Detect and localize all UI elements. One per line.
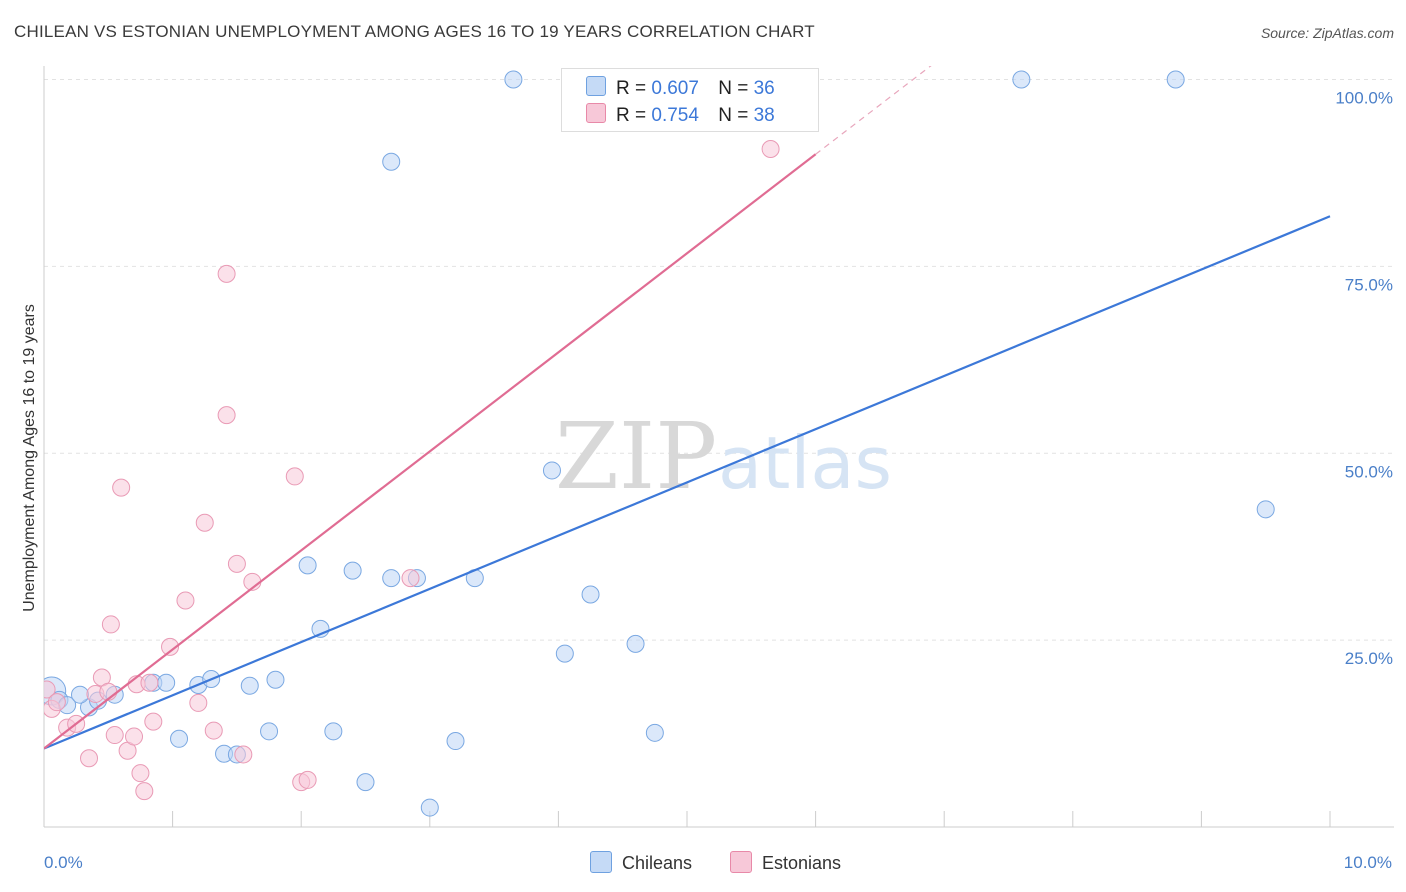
estonians-point-9 [101, 615, 120, 634]
chileans-point-25 [446, 732, 465, 751]
chileans-point-31 [581, 585, 600, 604]
chileans-point-28 [504, 70, 523, 89]
chileans-point-30 [555, 644, 574, 663]
chileans-point-16 [260, 722, 279, 741]
trend-lines [44, 66, 1331, 750]
chart-title: CHILEAN VS ESTONIAN UNEMPLOYMENT AMONG A… [14, 22, 815, 41]
estonians-point-0 [44, 680, 56, 699]
legend-n-value-estonians: 38 [753, 105, 775, 126]
chileans-point-14 [240, 676, 259, 695]
estonians-point-2 [47, 693, 66, 712]
estonians-point-10 [105, 726, 124, 745]
bottom-legend-swatch-chileans [590, 851, 612, 873]
estonians-point-11 [112, 478, 131, 497]
watermark-zip: ZIP [555, 403, 717, 510]
x-tick-label-min: 0.0% [44, 853, 83, 872]
y-axis-label: Unemployment Among Ages 16 to 19 years [21, 304, 38, 612]
estonians-point-16 [135, 782, 154, 801]
bottom-legend-swatch-estonians [730, 851, 752, 873]
estonians-trend-line [44, 153, 817, 750]
estonians-point-13 [125, 727, 144, 746]
estonians-point-18 [144, 712, 163, 731]
chileans-point-11 [170, 729, 189, 748]
legend-row-estonians: R = 0.754 N = 38 [586, 103, 775, 127]
chileans-point-22 [382, 569, 401, 588]
source-credit: Source: ZipAtlas.com [1260, 25, 1394, 41]
bottom-legend-label-estonians: Estonians [762, 853, 842, 873]
legend-swatch-chileans [586, 76, 606, 96]
estonians-point-15 [131, 764, 150, 783]
estonians-point-33 [761, 140, 780, 159]
y-tick-label-3: 100.0% [1335, 89, 1393, 108]
chileans-point-20 [343, 561, 362, 580]
y-tick-label-2: 75.0% [1345, 275, 1393, 294]
chileans-point-32 [626, 634, 645, 653]
chileans-point-4 [71, 685, 90, 704]
chileans-point-33 [645, 723, 664, 742]
chileans-point-27 [382, 152, 401, 171]
estonians-point-25 [217, 264, 236, 283]
grid-lines [44, 79, 1394, 641]
legend-swatch-estonians [586, 103, 606, 123]
y-tick-labels: 25.0% 50.0% 75.0% 100.0% [1335, 89, 1393, 669]
legend-n-label-chileans: N = [718, 78, 749, 99]
bottom-legend-estonians[interactable]: Estonians [730, 851, 841, 874]
bottom-legend-chileans[interactable]: Chileans [590, 851, 692, 874]
chileans-point-29 [542, 461, 561, 480]
legend-r-label-chileans: R = [616, 78, 647, 99]
y-tick-label-1: 50.0% [1345, 462, 1393, 481]
legend-n-value-chileans: 36 [753, 78, 775, 99]
chileans-point-19 [324, 722, 343, 741]
data-points [44, 70, 1275, 817]
estonians-trend-extension [815, 66, 932, 155]
chileans-point-24 [420, 798, 439, 817]
estonians-point-5 [80, 749, 99, 768]
estonians-point-31 [298, 770, 317, 789]
estonians-point-20 [176, 591, 195, 610]
legend-r-value-estonians: 0.754 [651, 105, 699, 126]
stats-legend: R = 0.607 N = 36 R = 0.754 N = 38 [561, 68, 819, 132]
estonians-point-17 [140, 673, 159, 692]
legend-row-chileans: R = 0.607 N = 36 [586, 76, 775, 100]
legend-r-label-estonians: R = [616, 105, 647, 126]
estonians-point-19 [161, 637, 180, 656]
estonians-point-27 [234, 745, 253, 764]
chileans-point-8 [157, 673, 176, 692]
chileans-point-36 [1256, 500, 1275, 519]
x-tick-label-max: 10.0% [1344, 853, 1392, 872]
estonians-point-26 [227, 554, 246, 573]
estonians-point-22 [195, 513, 214, 532]
chileans-point-15 [266, 670, 285, 689]
legend-n-label-estonians: N = [718, 105, 749, 126]
estonians-point-21 [189, 693, 208, 712]
legend-r-value-chileans: 0.607 [651, 78, 699, 99]
chileans-point-35 [1166, 70, 1185, 89]
estonians-point-24 [217, 406, 236, 425]
chileans-point-17 [298, 556, 317, 575]
estonians-point-29 [285, 467, 304, 486]
chileans-trend-line [44, 215, 1331, 750]
bottom-legend-label-chileans: Chileans [622, 853, 693, 873]
chileans-point-21 [356, 773, 375, 792]
watermark-atlas: atlas [718, 421, 892, 505]
estonians-point-23 [204, 721, 223, 740]
y-tick-label-0: 25.0% [1345, 649, 1393, 668]
estonians-point-32 [401, 569, 420, 588]
chileans-point-34 [1012, 70, 1031, 89]
